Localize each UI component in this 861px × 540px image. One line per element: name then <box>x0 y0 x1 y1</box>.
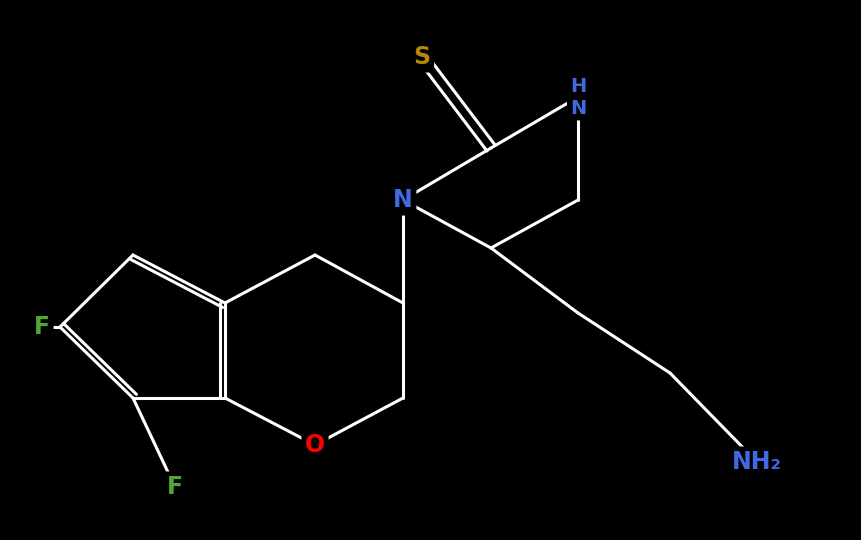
Text: H
N: H N <box>570 77 586 118</box>
Text: NH₂: NH₂ <box>732 450 782 474</box>
Text: O: O <box>305 433 325 457</box>
Text: S: S <box>413 45 430 69</box>
Text: N: N <box>393 188 413 212</box>
Text: F: F <box>167 475 183 499</box>
Text: F: F <box>34 315 50 339</box>
